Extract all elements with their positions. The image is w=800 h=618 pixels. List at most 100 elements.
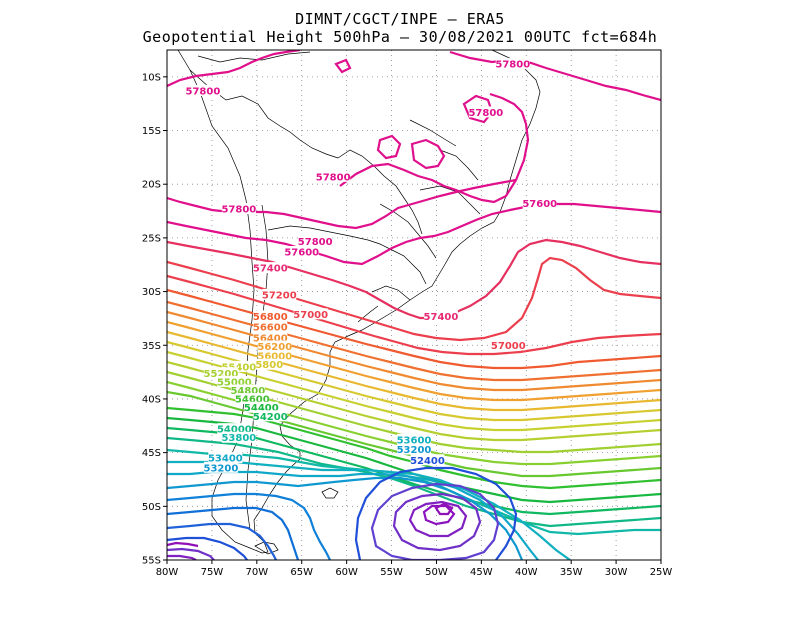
contour-label: 57800 [468, 108, 503, 119]
contour-label: 54600 [235, 395, 270, 406]
contour-52400-west [167, 536, 248, 560]
contour-57800-south [167, 178, 517, 230]
contour-label-bg [423, 310, 458, 322]
contour-57800-closed-1 [376, 134, 402, 160]
map-content [167, 50, 661, 560]
contour-label: 53600 [397, 435, 432, 446]
lat-tick-label: 55S [142, 556, 161, 567]
contour-51800 [408, 500, 468, 538]
contour-label: 56200 [257, 342, 292, 353]
lat-tick-label: 30S [142, 287, 161, 298]
contour-label: 57600 [522, 199, 557, 210]
contour-label: 57800 [221, 205, 256, 216]
contour-52400-low [354, 466, 518, 560]
contour-label-bg [203, 367, 238, 379]
contour-label: 56800 [253, 312, 288, 323]
contour-label: 53200 [203, 463, 238, 474]
lon-tick-label: 65W [290, 567, 313, 578]
border-brazil-paraguay [379, 203, 437, 259]
contour-label-bg [253, 410, 288, 422]
contour-label-bg [293, 308, 328, 320]
contour-label-bg [230, 384, 265, 396]
contour-label-bg [203, 461, 238, 473]
lon-tick-label: 35W [560, 567, 583, 578]
contour-label-bg [185, 84, 220, 96]
geopotential-contours [167, 50, 661, 560]
lon-tick-label: 55W [380, 567, 403, 578]
contour-label-bg [248, 358, 283, 370]
contour-label: 54800 [230, 386, 265, 397]
contour-54800 [167, 390, 661, 478]
contour-52200 [370, 482, 500, 560]
coastlines-and-borders [177, 50, 541, 555]
contour-label: 57000 [293, 310, 328, 321]
border-paraguay [367, 239, 427, 285]
lon-tick-label: 30W [605, 567, 628, 578]
contour-52800 [167, 506, 300, 560]
contour-label-bg [298, 235, 333, 247]
lat-tick-label: 50S [142, 502, 161, 513]
contour-52400-sw-c [167, 541, 199, 548]
contour-label-bg [253, 262, 288, 274]
contour-label: 55200 [203, 369, 238, 380]
lon-tick-label: 45W [470, 567, 493, 578]
contour-labels: 5780057800578005780057800578005760057600… [185, 58, 557, 474]
falkland-islands [321, 487, 339, 499]
lon-tick-label: 60W [335, 567, 358, 578]
contour-57400 [167, 238, 661, 320]
contour-57800-northeast [449, 50, 661, 102]
contour-56400 [167, 310, 661, 392]
lat-tick-label: 35S [142, 341, 161, 352]
contour-label: 55800 [248, 360, 283, 371]
contour-label-bg [522, 197, 557, 209]
contour-label-bg [221, 431, 256, 443]
lon-tick-label: 50W [425, 567, 448, 578]
contour-label: 57000 [491, 341, 526, 352]
south-america-coastline [177, 50, 541, 554]
contour-label-bg [253, 321, 288, 333]
contour-label-bg [235, 393, 270, 405]
contour-label-bg [244, 401, 279, 413]
map-title-line-1: DIMNT/CGCT/INPE – ERA5 [295, 10, 505, 28]
contour-57800-closed-3 [334, 58, 352, 74]
lon-tick-label: 25W [650, 567, 673, 578]
contour-label-bg [316, 170, 351, 182]
border-uruguay [371, 285, 411, 301]
contour-52400-sw-a [167, 547, 215, 560]
tierra-del-fuego [254, 541, 279, 555]
contour-54600 [167, 406, 661, 490]
contour-label: 55000 [217, 377, 252, 388]
contour-56800 [167, 288, 661, 370]
contour-57800-closed-2 [410, 138, 446, 170]
contour-label: 56600 [253, 323, 288, 334]
contour-label-bg [257, 340, 292, 352]
lat-lon-grid [166, 50, 662, 561]
contour-53400 [167, 470, 539, 560]
lat-tick-label: 10S [142, 72, 161, 83]
contour-label-bg [221, 360, 256, 372]
contour-label: 54400 [244, 403, 279, 414]
lon-tick-label: 80W [156, 567, 179, 578]
lat-tick-label: 40S [142, 394, 161, 405]
contour-label: 53800 [221, 433, 256, 444]
contour-52600 [167, 522, 277, 560]
lon-tick-label: 75W [201, 567, 224, 578]
contour-label: 52400 [410, 456, 445, 467]
border-peru-brazil [189, 69, 339, 159]
contour-label-bg [221, 203, 256, 215]
contour-label-bg [208, 452, 243, 464]
contour-label-bg [253, 331, 288, 343]
contour-label: 57600 [284, 248, 319, 259]
contour-label: 57800 [298, 237, 333, 248]
contour-57000 [167, 274, 661, 356]
lat-tick-label: 45S [142, 448, 161, 459]
lat-tick-label: 20S [142, 180, 161, 191]
contour-56200 [167, 320, 661, 402]
lat-tick-label: 15S [142, 126, 161, 137]
contour-label: 57800 [316, 172, 351, 183]
contour-52400-sw-b [167, 554, 197, 560]
contour-57800-central [339, 92, 530, 204]
border-bolivia-argentina [267, 225, 369, 241]
